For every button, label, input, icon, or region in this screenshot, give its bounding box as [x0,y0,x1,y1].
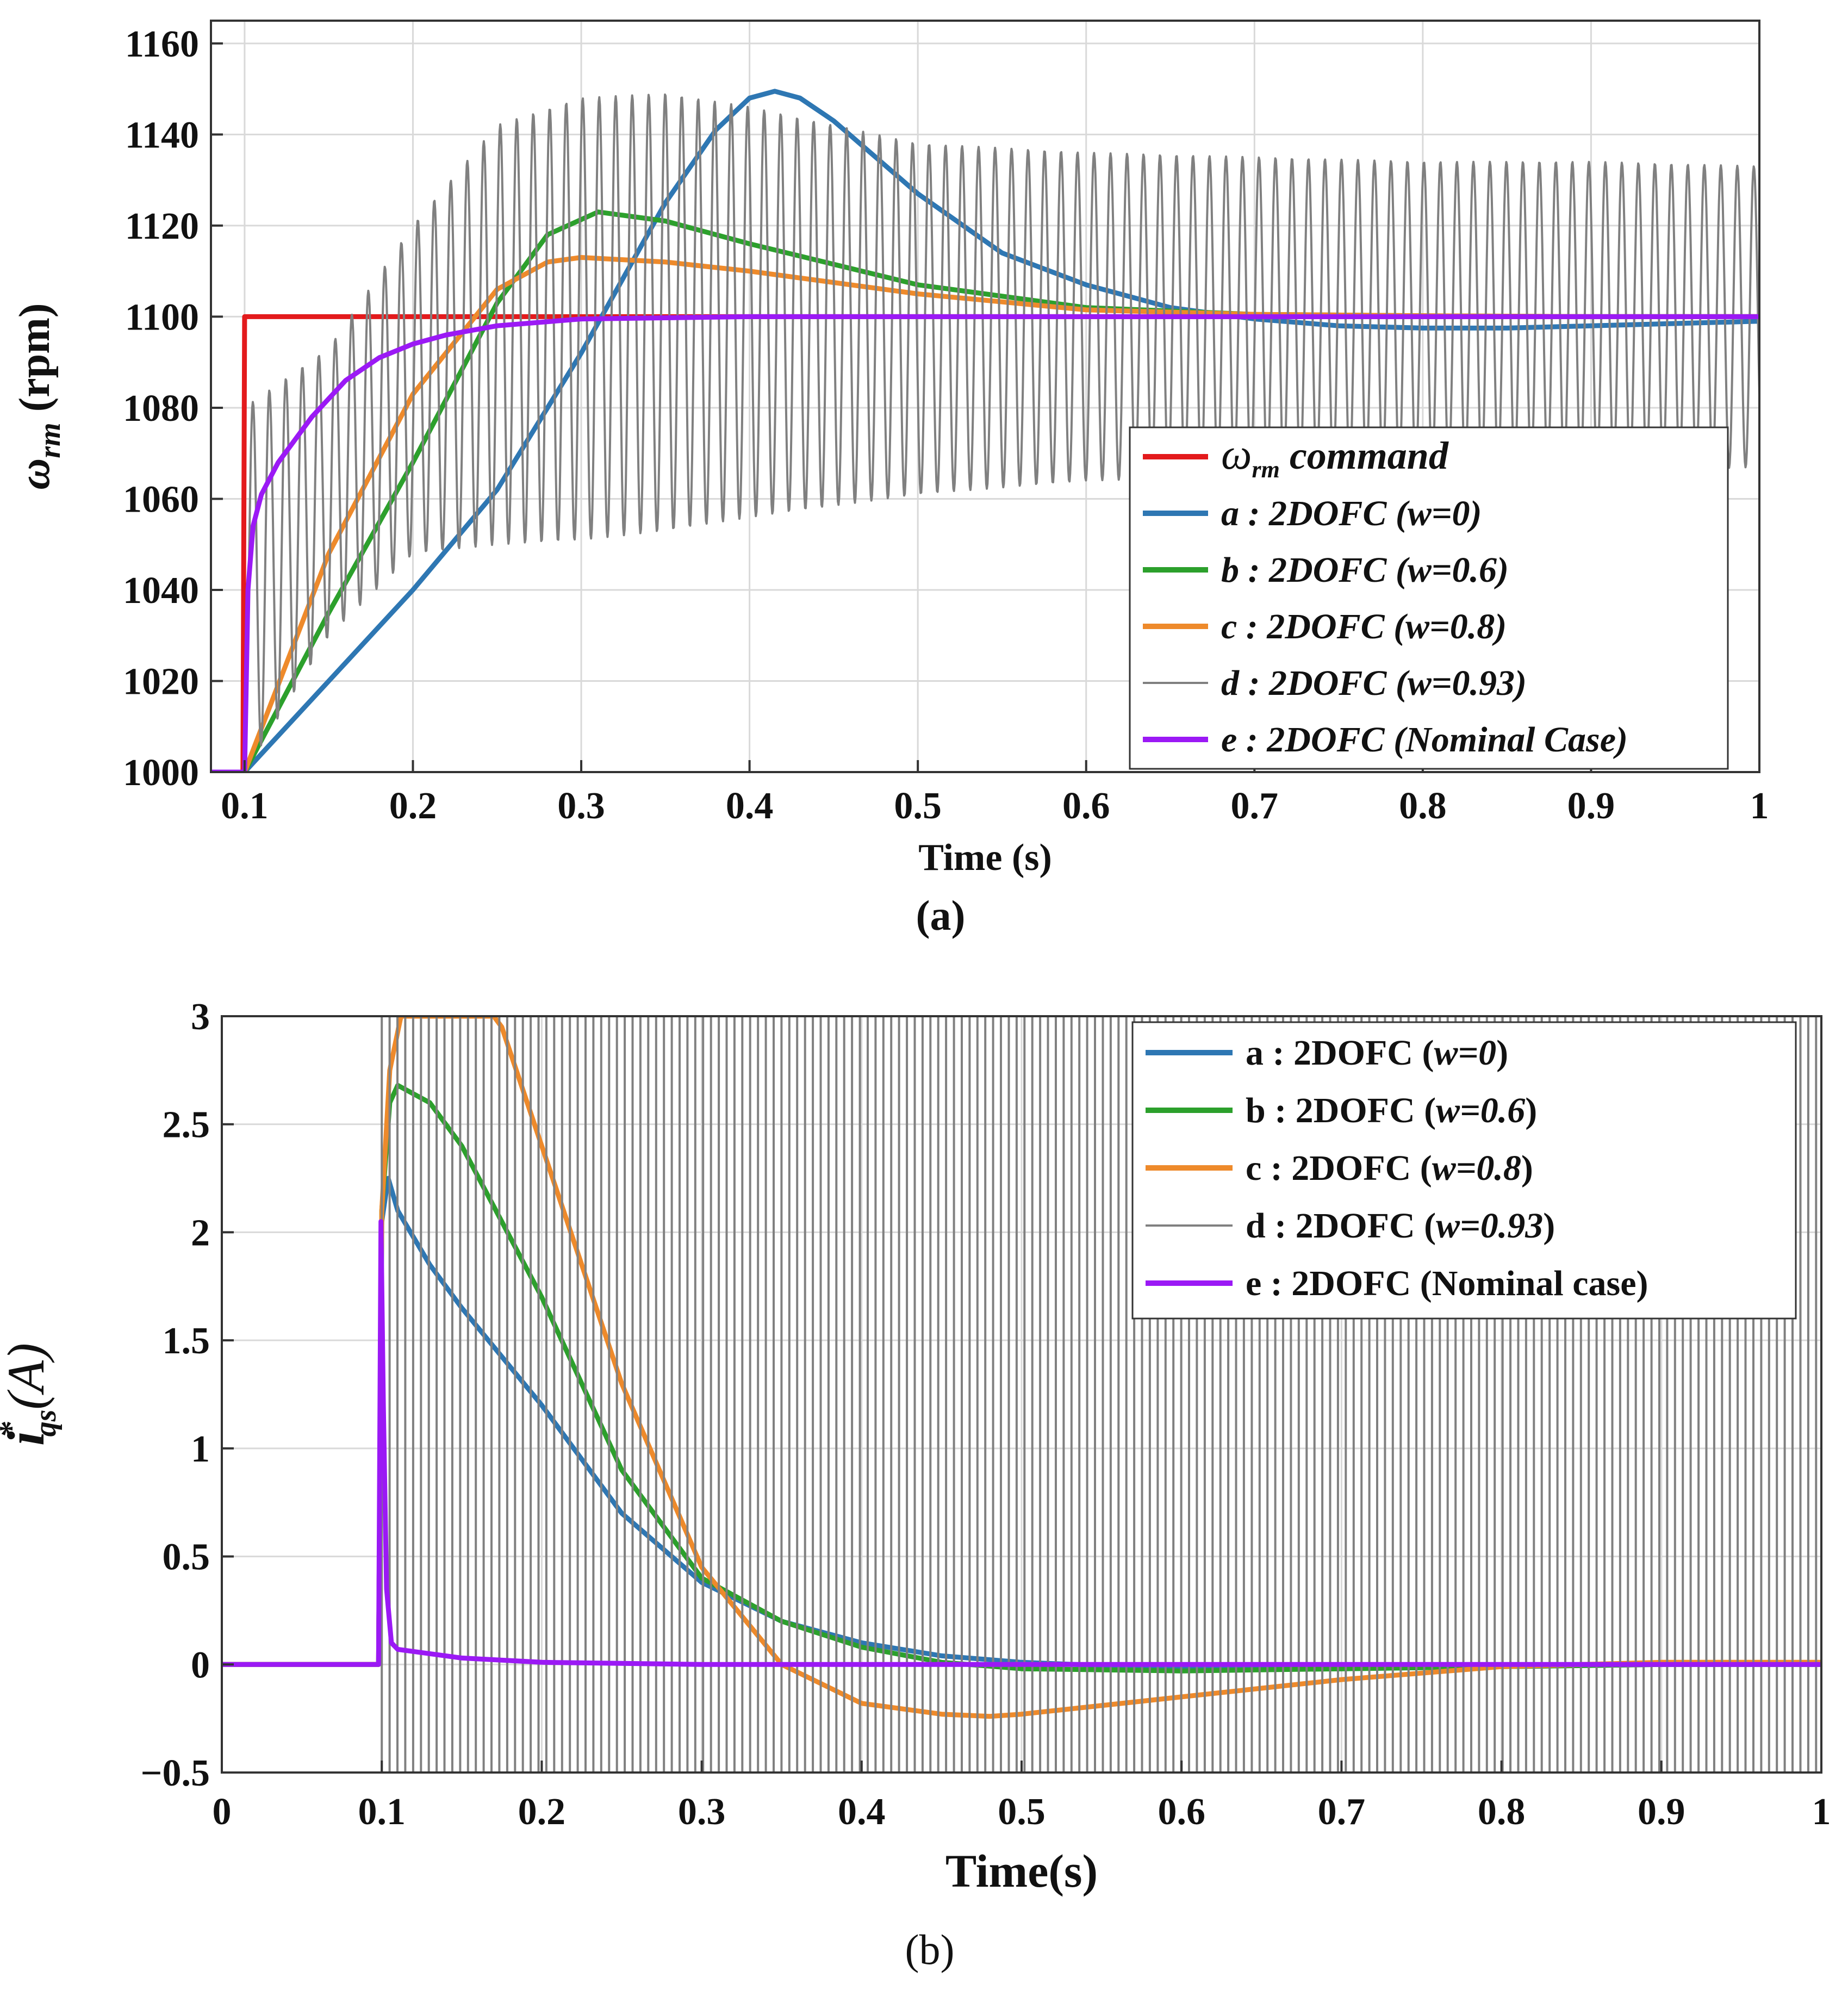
series-line-d [243,93,1759,772]
legend-box [1129,426,1729,770]
y-tick-label: 1.5 [163,1320,210,1362]
y-tick-label: 0.5 [163,1537,210,1578]
panel-a-label: (a) [916,892,966,939]
x-tick-label: 0 [213,1791,232,1833]
panel-a-chart: 0.1 0.2 0.3 0.4 0.5 0.6 0.7 0.8 0.9 1 1000 1020 1040… [11,20,1769,879]
legend-label-c: c : 2DOFC (w=0.8) [1246,1148,1533,1188]
x-tick-label: 0.1 [358,1791,406,1833]
x-tick-label: 0.4 [838,1791,886,1833]
legend-label-e: e : 2DOFC (Nominal case) [1246,1264,1648,1303]
series-group [211,89,1759,772]
x-tick-label: 0.4 [726,785,774,827]
x-tick-label: 1 [1812,1791,1831,1833]
legend-label-c: c : 2DOFC (w=0.8) [1221,607,1507,646]
y-tick-label: 1140 [125,114,199,156]
series-line-e [222,1219,1821,1667]
y-tick-label: 1020 [123,661,199,702]
series-line-e [211,314,1759,772]
x-tick-label: 0.5 [998,1791,1046,1833]
x-tick-label: 0.3 [557,785,605,827]
legend-box [1131,1021,1797,1320]
series-line-c [222,1016,1821,1719]
y-tick-label: 1100 [125,296,199,338]
series-group [222,1016,1821,1773]
x-tick-label: 0.8 [1478,1791,1526,1833]
y-axis-label: ωrm (rpm) [11,303,67,489]
y-tick-label: 1120 [125,206,199,247]
series-line-a [211,89,1759,772]
y-axis-label: i*qs(A) [0,1343,63,1446]
x-tick-label: 0.8 [1399,785,1447,827]
legend-label-b: b : 2DOFC (w=0.6) [1246,1091,1537,1130]
y-tick-label: 0 [191,1644,210,1686]
y-tick-label: 1000 [123,752,199,794]
y-tick-label: 1160 [125,23,199,65]
legend-label-cmd: ωrm command [1221,431,1449,483]
legend-label-a: a : 2DOFC (w=0) [1221,494,1482,533]
x-tick-label: 0.2 [389,785,437,827]
x-tick-label: 0.5 [894,785,942,827]
y-tick-label: 3 [191,996,210,1038]
x-axis-label: Time (s) [918,837,1052,879]
y-tick-label: 2.5 [163,1104,210,1146]
legend-label-d: d : 2DOFC (w=0.93) [1221,663,1527,703]
axes-frame [210,20,1760,773]
legend-label-e: e : 2DOFC (Nominal Case) [1221,720,1628,760]
y-tick-label: 1080 [123,388,199,430]
legend: a : 2DOFC (w=0) b : 2DOFC (w=0.6) c : 2DOF… [1131,1021,1797,1320]
legend: ωrm command a : 2DOFC (w=0) b : 2DOFC (w=0… [1129,426,1729,770]
y-tick-label: 1 [191,1428,210,1470]
series-line-d [381,1016,1821,1773]
x-tick-label: 0.6 [1062,785,1110,827]
legend-label-b: b : 2DOFC (w=0.6) [1221,550,1509,590]
x-tick-label: 0.7 [1318,1791,1366,1833]
x-tick-label: 0.3 [678,1791,726,1833]
legend-label-d: d : 2DOFC (w=0.93) [1246,1206,1555,1246]
y-tick-label: 2 [191,1212,210,1254]
panel-b-label: (b) [905,1926,955,1973]
y-tick-label: 1060 [123,478,199,520]
legend-label-a: a : 2DOFC (w=0) [1246,1033,1508,1073]
x-tick-label: 0.2 [518,1791,566,1833]
x-tick-label: 0.1 [221,785,269,827]
panel-b-chart: 0 0.1 0.2 0.3 0.4 0.5 0.6 0.7 0.8 0.9 1−0.500.511.… [0,996,1831,1897]
x-tick-label: 1 [1750,785,1769,827]
y-tick-label: −0.5 [141,1752,210,1794]
x-tick-label: 0.6 [1158,1791,1205,1833]
x-axis-label: Time(s) [945,1845,1098,1897]
x-tick-label: 0.9 [1567,785,1615,827]
x-tick-label: 0.9 [1638,1791,1685,1833]
x-tick-label: 0.7 [1231,785,1279,827]
y-tick-label: 1040 [123,570,199,612]
